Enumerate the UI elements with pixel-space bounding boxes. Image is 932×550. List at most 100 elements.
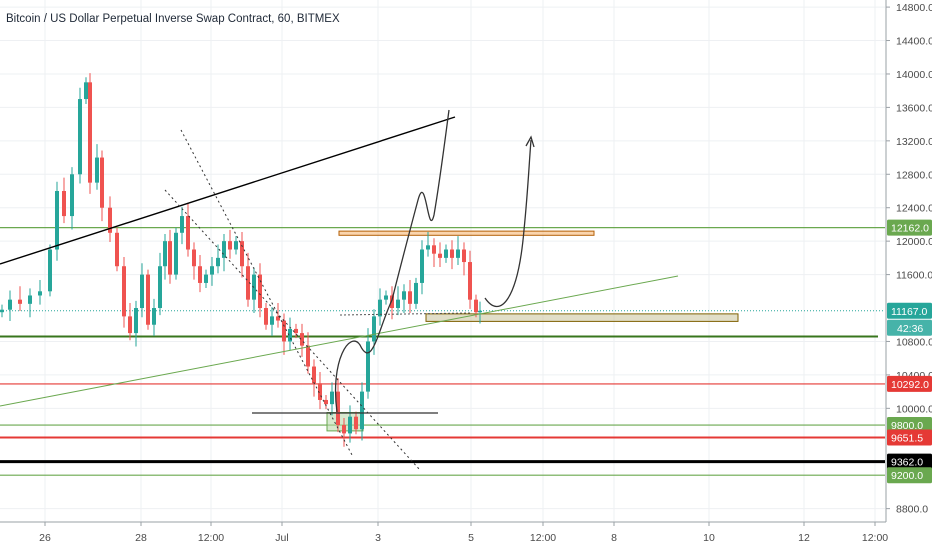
time-tick-label: 3	[375, 532, 381, 544]
candle-body	[146, 274, 150, 325]
candle-body	[163, 241, 167, 267]
candle-body	[402, 291, 406, 300]
candle-body	[28, 295, 32, 304]
price-tick-label: 11600.0	[896, 270, 932, 282]
chart-title: Bitcoin / US Dollar Perpetual Inverse Sw…	[6, 13, 340, 25]
level-badge-bg	[887, 467, 932, 484]
candle-body	[204, 274, 208, 283]
time-axis[interactable]: 26 28 12:00 Jul 3 5 12:00 8 10 12 12:00	[0, 521, 888, 550]
candle-body	[420, 249, 424, 283]
price-tick-label: 12400.0	[896, 203, 932, 215]
price-tick-label: 10000.0	[896, 403, 932, 415]
price-tick-label: 14800.0	[896, 2, 932, 14]
price-tick-label: 12800.0	[896, 169, 932, 181]
candle-body	[140, 274, 144, 309]
grid	[0, 0, 885, 522]
candle-body	[426, 245, 430, 250]
candle-body	[122, 266, 126, 317]
candle-body	[366, 341, 370, 392]
time-tick-label: 12	[798, 532, 810, 544]
arrow-head-icon	[525, 135, 535, 148]
candle-body	[474, 299, 478, 313]
candle-body	[78, 99, 82, 175]
candle-body	[240, 241, 244, 267]
candle-body	[234, 241, 238, 250]
time-tick-label: 12:00	[530, 532, 556, 544]
time-tick-label: 10	[703, 532, 715, 544]
candle-body	[456, 249, 460, 258]
countdown-label: 42:36	[897, 323, 923, 335]
candle-body	[450, 249, 454, 258]
level-badge-label: 12162.0	[891, 223, 929, 235]
candle-body	[306, 345, 310, 367]
candle-body	[270, 316, 274, 325]
price-tick-label: 8800.0	[896, 504, 928, 516]
candle-body	[378, 299, 382, 317]
candle-body	[390, 295, 394, 309]
level-badge-label: 9200.0	[891, 470, 923, 482]
trendline-support	[0, 275, 679, 407]
candle-body	[318, 383, 322, 400]
candle-body	[330, 391, 334, 405]
last-price-badge: 11167.0	[887, 302, 932, 319]
candle-body	[348, 416, 352, 434]
candle-body	[210, 266, 214, 275]
countdown-badge: 42:36	[887, 319, 932, 336]
level-badge: 9200.0	[887, 467, 932, 484]
level-badge: 9362.0	[887, 453, 932, 470]
candle-body	[108, 207, 112, 233]
candle-body	[228, 241, 232, 250]
time-tick-label: 12:00	[198, 532, 224, 544]
level-badge: 10292.0	[887, 375, 932, 392]
candle-body	[128, 316, 132, 334]
level-badge-label: 10292.0	[891, 379, 929, 391]
candle-body	[408, 291, 412, 304]
candle-body	[180, 216, 184, 233]
candle-body	[8, 299, 12, 310]
level-badge-bg	[887, 375, 932, 392]
candle-body	[192, 249, 196, 267]
candle-body	[84, 82, 88, 100]
drawings	[0, 109, 679, 471]
candle-body	[222, 241, 226, 258]
time-tick-label: 12:00	[862, 532, 888, 544]
price-tick-label: 13600.0	[896, 102, 932, 114]
level-badge-label: 9651.5	[891, 432, 923, 444]
candle-body	[152, 308, 156, 325]
candle-body	[342, 425, 346, 434]
candle-body	[360, 391, 364, 430]
candle-body	[18, 299, 22, 304]
trendline-upper	[0, 116, 456, 265]
candle-body	[0, 309, 4, 313]
candle-body	[384, 295, 388, 300]
candle-body	[88, 82, 92, 183]
time-tick-label: 26	[39, 532, 51, 544]
level-badge-label: 9362.0	[891, 457, 923, 469]
countdown-badge-bg	[887, 319, 932, 336]
candle-body	[288, 328, 292, 342]
candle-body	[336, 391, 340, 426]
candle-body	[198, 266, 202, 283]
price-tick-label: 10800.0	[896, 336, 932, 348]
candle-body	[168, 241, 172, 275]
time-tick-label: 28	[135, 532, 147, 544]
price-tick-label: 14000.0	[896, 69, 932, 81]
last-price-badge-label: 11167.0	[891, 306, 928, 318]
level-badge-bg	[887, 453, 932, 470]
level-badge: 9800.0	[887, 417, 932, 434]
candle-body	[186, 216, 190, 250]
price-tick-label: 12000.0	[896, 236, 932, 248]
candle-body	[264, 308, 268, 325]
candle-body	[115, 232, 119, 267]
candle-body	[258, 274, 262, 309]
horizontal-levels	[0, 227, 885, 476]
level-badge-bg	[887, 219, 932, 236]
candle-body	[246, 266, 250, 300]
candle-body	[38, 291, 42, 296]
candle-body	[462, 249, 466, 263]
channel-line-a	[180, 129, 353, 456]
candle-body	[396, 299, 400, 309]
candle-body	[294, 328, 298, 334]
